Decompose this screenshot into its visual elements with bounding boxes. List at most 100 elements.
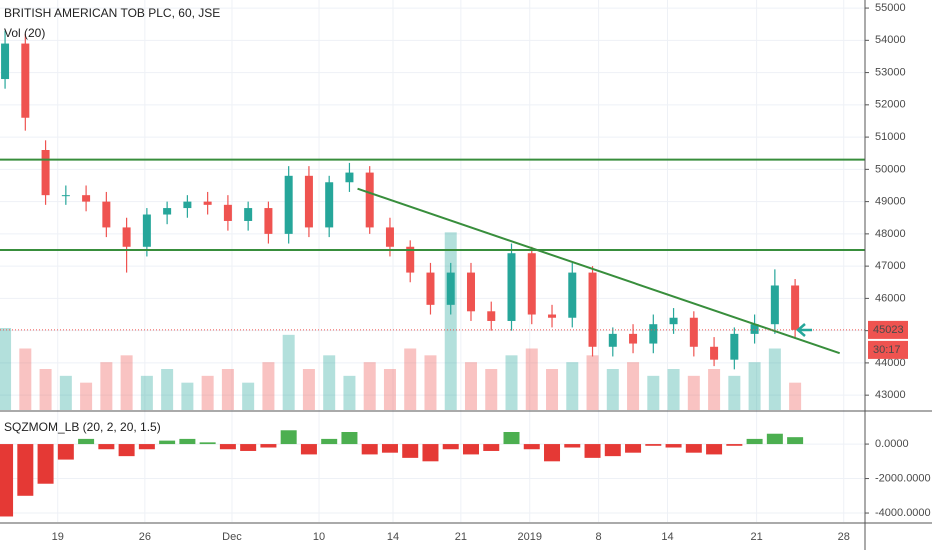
volume-bar [383, 369, 396, 410]
momentum-bar [37, 444, 54, 484]
volume-bar [546, 369, 559, 410]
momentum-bar [240, 444, 257, 451]
candle-body [629, 333, 638, 344]
volume-bar [505, 355, 518, 410]
momentum-bar [57, 444, 74, 460]
y-tick-label: -2000.0000 [875, 472, 931, 484]
x-tick-label: 19 [52, 531, 64, 543]
momentum-bar [726, 444, 743, 446]
volume-bar [464, 362, 477, 410]
momentum-bar [483, 444, 500, 451]
momentum-bar [0, 444, 14, 517]
trend-line [357, 187, 841, 355]
candle-body [1, 43, 10, 80]
last-price-box [868, 320, 908, 339]
volume-bar [424, 355, 437, 410]
volume-bar [586, 355, 599, 410]
volume-label: Vol (20) [4, 26, 45, 40]
momentum-bar [665, 444, 682, 448]
y-tick-label: 55000 [875, 2, 906, 14]
momentum-bar [746, 438, 763, 445]
candle-body [325, 182, 334, 228]
momentum-bar [584, 444, 601, 458]
volume-bar [363, 362, 376, 410]
momentum-bar [98, 444, 115, 450]
candle-body [487, 311, 496, 321]
momentum-bar [544, 444, 561, 462]
volume-bar [302, 369, 315, 410]
candle-body [264, 208, 273, 234]
y-tick-label: 46000 [875, 292, 906, 304]
volume-bar [59, 375, 72, 410]
y-tick-label: 0.0000 [875, 438, 909, 450]
candle-body [689, 317, 698, 347]
candle-body [527, 253, 536, 315]
candle-body [548, 314, 557, 318]
volume-bar [282, 334, 295, 410]
momentum-bar [604, 444, 621, 457]
volume-bar [181, 382, 194, 410]
candle-body [588, 272, 597, 347]
volume-bar [525, 348, 538, 410]
arrow [796, 323, 812, 337]
volume-bar [748, 362, 761, 410]
volume-bar [566, 362, 579, 410]
candle-body [345, 172, 354, 183]
momentum-bar [118, 444, 135, 457]
volume-bar [343, 375, 356, 410]
volume-bar [768, 348, 781, 410]
candle-body [507, 253, 516, 321]
momentum-bar [219, 444, 236, 450]
momentum-bar [766, 433, 783, 445]
volume-bar [100, 362, 113, 410]
y-tick-label: 47000 [875, 260, 906, 272]
volume-bar [606, 369, 619, 410]
volume-bar [0, 328, 12, 410]
volume-bar [404, 348, 417, 410]
volume-bar [789, 382, 802, 410]
volume-bar [140, 375, 153, 410]
volume-bar [687, 375, 700, 410]
momentum-bar [442, 444, 459, 450]
volume-bar [39, 369, 52, 410]
y-tick-label: 54000 [875, 34, 906, 46]
volume-bar [647, 375, 660, 410]
volume-bar [728, 375, 741, 410]
plot [0, 30, 865, 517]
momentum-bar [787, 437, 804, 445]
momentum-bar [503, 432, 520, 445]
x-tick-label: 14 [661, 531, 673, 543]
volume-bar [221, 369, 234, 410]
momentum-bar [199, 442, 216, 445]
candle-body [770, 285, 779, 325]
momentum-bar [381, 444, 398, 453]
candle-body [102, 201, 111, 228]
y-tick-label: 44000 [875, 357, 906, 369]
y-tick-label: 48000 [875, 228, 906, 240]
momentum-bar [138, 444, 155, 450]
candle-body [223, 204, 232, 221]
volume-bar [161, 369, 174, 410]
candle-body [365, 172, 374, 228]
x-tick-label: 21 [750, 531, 762, 543]
volume-bar [120, 355, 133, 410]
candle-body [244, 208, 253, 221]
candle-body [203, 201, 212, 205]
volume-bar [627, 362, 640, 410]
x-tick-label: 28 [838, 531, 850, 543]
candle-body [406, 246, 415, 273]
volume-bar [80, 382, 93, 410]
momentum-bar [361, 444, 378, 455]
momentum-bar [462, 444, 479, 455]
x-tick-label: 8 [596, 531, 602, 543]
x-tick-label: Dec [222, 531, 242, 543]
chart-title: BRITISH AMERICAN TOB PLC, 60, JSE [4, 6, 220, 20]
last-price-label: 45023 [873, 324, 904, 336]
y-tick-label: 52000 [875, 99, 906, 111]
momentum-bar [78, 438, 95, 445]
candle-body [142, 214, 151, 247]
momentum-bar [260, 444, 277, 448]
candle-body [284, 175, 293, 234]
volume-bar [262, 362, 275, 410]
